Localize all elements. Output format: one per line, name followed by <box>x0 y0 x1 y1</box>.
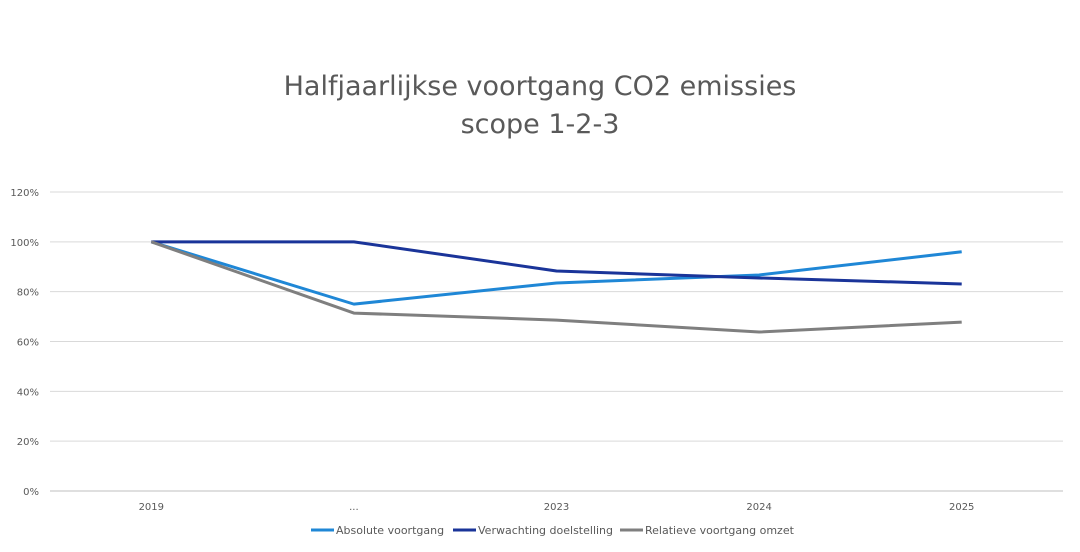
y-tick-label: 40% <box>17 387 39 398</box>
x-tick-label: 2025 <box>949 502 974 513</box>
x-tick-label: 2019 <box>139 502 164 513</box>
y-tick-label: 20% <box>17 437 39 448</box>
y-tick-label: 60% <box>17 338 39 349</box>
x-tick-label: 2023 <box>544 502 569 513</box>
chart-title-line1: Halfjaarlijkse voortgang CO2 emissies <box>283 71 797 102</box>
y-tick-label: 80% <box>17 288 39 299</box>
y-tick-label: 120% <box>10 188 39 199</box>
y-tick-label: 100% <box>10 238 39 249</box>
series-line-2 <box>150 240 962 334</box>
legend-label: Verwachting doelstelling <box>478 524 613 537</box>
chart-title: Halfjaarlijkse voortgang CO2 emissies sc… <box>0 68 1080 144</box>
legend-label: Relatieve voortgang omzet <box>645 524 795 537</box>
series-line-1 <box>151 240 962 286</box>
legend-label: Absolute voortgang <box>336 524 444 537</box>
chart-title-line2: scope 1-2-3 <box>460 109 620 140</box>
x-tick-label: ... <box>349 502 359 513</box>
y-tick-label: 0% <box>23 487 39 498</box>
x-tick-label: 2024 <box>746 502 771 513</box>
series-line-0 <box>150 240 962 306</box>
